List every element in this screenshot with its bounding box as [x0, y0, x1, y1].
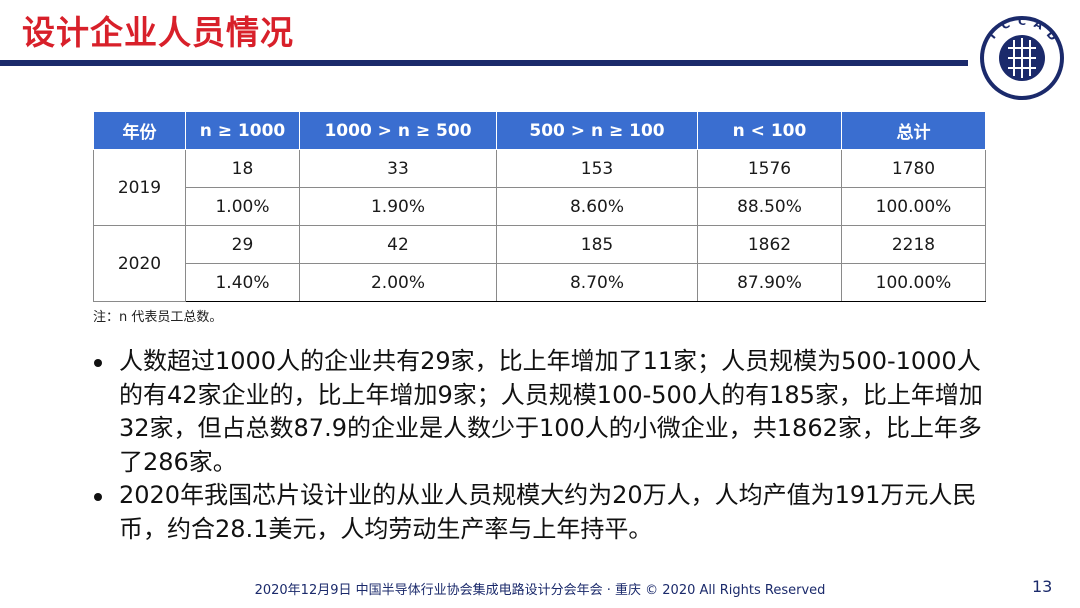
list-item: 人数超过1000人的企业共有29家，比上年增加了11家；人员规模为500-100…	[94, 345, 994, 479]
table-row: 1.40% 2.00% 8.70% 87.90% 100.00%	[94, 263, 986, 302]
count-cell: 2218	[841, 225, 986, 264]
year-cell: 2019	[93, 149, 186, 226]
table-row: 1.00% 1.90% 8.60% 88.50% 100.00%	[94, 187, 986, 226]
count-cell: 42	[299, 225, 497, 264]
percent-cell: 2.00%	[299, 263, 497, 302]
count-cell: 33	[299, 149, 497, 188]
header-year: 年份	[93, 112, 186, 150]
count-cell: 18	[185, 149, 300, 188]
staff-size-table: 年份 n ≥ 1000 1000 > n ≥ 500 500 > n ≥ 100…	[93, 112, 986, 302]
header-total: 总计	[841, 112, 986, 150]
svg-text:C: C	[1018, 15, 1026, 28]
percent-cell: 100.00%	[841, 263, 986, 302]
svg-text:I: I	[986, 30, 999, 41]
header-n-ge-1000: n ≥ 1000	[185, 112, 300, 150]
iccad-logo-icon: I C C A D	[980, 15, 1064, 100]
count-cell: 29	[185, 225, 300, 264]
header-n-lt-100: n < 100	[697, 112, 842, 150]
list-item: 2020年我国芯片设计业的从业人员规模大约为20万人，人均产值为191万元人民币…	[94, 479, 994, 546]
page-title: 设计企业人员情况	[22, 13, 294, 52]
percent-cell: 100.00%	[841, 187, 986, 226]
percent-cell: 1.00%	[185, 187, 300, 226]
bullet-text: 2020年我国芯片设计业的从业人员规模大约为20万人，人均产值为191万元人民币…	[119, 481, 977, 543]
count-cell: 185	[496, 225, 698, 264]
table-row: 2019 18 33 153 1576 1780	[93, 149, 986, 226]
page-number: 13	[1032, 577, 1053, 596]
count-cell: 1780	[841, 149, 986, 188]
percent-cell: 88.50%	[697, 187, 842, 226]
percent-cell: 1.40%	[185, 263, 300, 302]
count-cell: 1862	[697, 225, 842, 264]
header-n-500-1000: 1000 > n ≥ 500	[299, 112, 497, 150]
table-note: 注：n 代表员工总数。	[93, 310, 223, 325]
count-cell: 1576	[697, 149, 842, 188]
count-cell: 153	[496, 149, 698, 188]
percent-cell: 87.90%	[697, 263, 842, 302]
percent-cell: 1.90%	[299, 187, 497, 226]
bullet-text: 人数超过1000人的企业共有29家，比上年增加了11家；人员规模为500-100…	[119, 347, 983, 476]
bullet-icon	[94, 493, 102, 501]
bullet-icon	[94, 359, 102, 367]
percent-cell: 8.60%	[496, 187, 698, 226]
bullet-list: 人数超过1000人的企业共有29家，比上年增加了11家；人员规模为500-100…	[94, 345, 994, 546]
percent-cell: 8.70%	[496, 263, 698, 302]
year-cell: 2020	[93, 225, 186, 302]
footer: 2020年12月9日 中国半导体行业协会集成电路设计分会年会 · 重庆 © 20…	[254, 583, 826, 598]
table-row: 2020 29 42 185 1862 2218	[93, 225, 986, 302]
title-underline	[0, 60, 968, 66]
header-n-100-500: 500 > n ≥ 100	[496, 112, 698, 150]
